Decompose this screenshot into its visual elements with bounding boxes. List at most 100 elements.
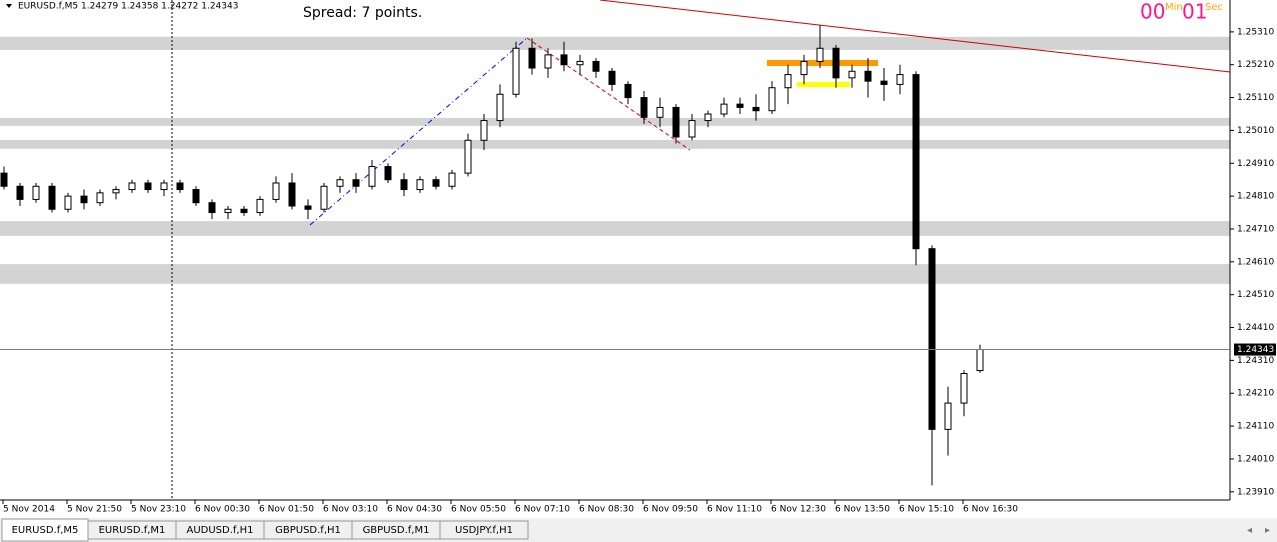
timer-min: 00 (1140, 0, 1165, 24)
candle-body (496, 93, 504, 122)
scroll-left[interactable]: ◂ (1247, 525, 1252, 536)
x-tick-label: 6 Nov 00:30 (195, 505, 250, 515)
candle-body (48, 185, 56, 210)
candle-body (656, 106, 664, 118)
candle-body (336, 179, 344, 187)
candle-body (160, 182, 168, 191)
tab[interactable] (439, 520, 529, 540)
candle-body (704, 113, 712, 122)
bid-label-bg (1234, 343, 1276, 356)
y-tick-label: 1.23910 (1237, 487, 1274, 497)
candle-body (976, 349, 984, 372)
sr-zone (0, 221, 1230, 236)
candle-body (800, 60, 808, 76)
x-tick-label: 6 Nov 16:30 (963, 505, 1018, 515)
candle-body (576, 60, 584, 66)
tab-label[interactable]: AUDUSD.f,H1 (187, 525, 254, 536)
candle-body (288, 182, 296, 207)
menu-arrow[interactable] (6, 4, 12, 8)
timer-min-label: Min (1165, 2, 1183, 13)
candle-body (864, 70, 872, 82)
tab-label[interactable]: EURUSD.f,M1 (99, 525, 166, 536)
candle-body (848, 70, 856, 79)
candle-body (320, 185, 328, 210)
candle-body (112, 189, 120, 194)
candle-body (880, 80, 888, 85)
candle-body (672, 106, 680, 138)
x-tick-label: 5 Nov 2014 (3, 505, 55, 515)
candle-body (176, 182, 184, 191)
sr-zone (0, 117, 1230, 126)
candle-body (256, 198, 264, 214)
candle-body (896, 74, 904, 85)
tab-label[interactable]: USDJPY.f,H1 (455, 525, 513, 536)
x-tick-label: 6 Nov 07:10 (515, 505, 570, 515)
axes: 1.25310 1.25210 1.25110 1.25010 1.24910 1.248… (0, 27, 1276, 515)
y-tick-label: 1.24910 (1237, 159, 1274, 169)
candle-body (784, 74, 792, 89)
bid-label: 1.24343 (1237, 345, 1274, 355)
x-tick-label: 6 Nov 15:10 (899, 505, 954, 515)
candle-body (192, 189, 200, 204)
candle-body (688, 120, 696, 138)
x-tick-label: 6 Nov 04:30 (387, 505, 442, 515)
candle-body (416, 179, 424, 191)
candle-body (400, 179, 408, 191)
x-tick-label: 6 Nov 01:50 (259, 505, 314, 515)
orange-level (767, 60, 878, 66)
candle-body (720, 103, 728, 115)
timer-sec: 01 (1182, 0, 1207, 24)
y-tick-label: 1.24710 (1237, 224, 1274, 234)
tab-label[interactable]: GBPUSD.f,M1 (363, 525, 430, 536)
x-tick-label: 6 Nov 05:50 (451, 505, 506, 515)
tabs: EURUSD.f,M5 EURUSD.f,M1 AUDUSD.f,H1 GBPUSD.… (1, 518, 529, 542)
candle-body (224, 208, 232, 214)
candle-body (960, 373, 968, 404)
candle-body (592, 60, 600, 72)
candle-body (368, 166, 376, 187)
x-tick-label: 6 Nov 09:50 (643, 505, 698, 515)
candle-body (384, 166, 392, 181)
candle-body (0, 172, 8, 187)
sr-zone (0, 36, 1230, 50)
y-tick-label: 1.24110 (1237, 422, 1274, 432)
spread: Spread: 7 points. (303, 5, 422, 21)
timer-sec-label: Sec (1205, 2, 1223, 13)
zigzag-down (526, 37, 691, 151)
scroll-right[interactable]: ▸ (1265, 525, 1270, 536)
y-tick-label: 1.25310 (1237, 27, 1274, 37)
zones (0, 36, 1230, 284)
candle-body (304, 205, 312, 210)
y-tick-label: 1.24810 (1237, 192, 1274, 202)
sr-zone (0, 139, 1230, 149)
y-tick-label: 1.24610 (1237, 257, 1274, 267)
tab-label[interactable]: GBPUSD.f,H1 (275, 525, 341, 536)
yellow-level (797, 82, 850, 87)
candle-body (928, 248, 936, 430)
candle-body (544, 54, 552, 69)
candle-body (512, 47, 520, 95)
y-tick-label: 1.25210 (1237, 60, 1274, 70)
candle-body (608, 70, 616, 85)
x-tick-label: 6 Nov 12:30 (771, 505, 826, 515)
candle-body (816, 47, 824, 62)
tab-label[interactable]: EURUSD.f,M5 (12, 525, 79, 536)
candle-body (944, 402, 952, 430)
candle-body (352, 179, 360, 187)
x-tick-label: 6 Nov 13:50 (835, 505, 890, 515)
candle-body (448, 172, 456, 187)
candle-body (480, 120, 488, 141)
x-tick-label: 6 Nov 03:10 (323, 505, 378, 515)
candle-body (272, 182, 280, 200)
candle-body (560, 54, 568, 66)
trend-line (599, 0, 1231, 73)
y-tick-label: 1.24010 (1237, 454, 1274, 464)
candle-body (16, 185, 24, 200)
candle-body (208, 202, 216, 214)
candle-body (832, 47, 840, 79)
candle-body (128, 182, 136, 191)
candle-body (32, 185, 40, 200)
candle-body (464, 139, 472, 174)
